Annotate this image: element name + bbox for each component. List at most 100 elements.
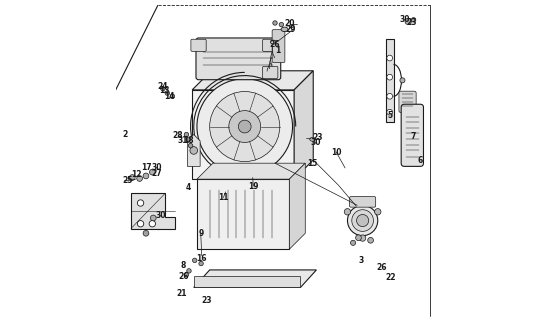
Circle shape: [137, 176, 142, 181]
Circle shape: [411, 18, 416, 22]
Polygon shape: [194, 276, 300, 287]
FancyBboxPatch shape: [272, 30, 285, 62]
Text: 21: 21: [177, 289, 187, 298]
FancyBboxPatch shape: [262, 66, 278, 78]
Text: 13: 13: [159, 86, 169, 95]
FancyBboxPatch shape: [262, 39, 278, 51]
Text: 29: 29: [285, 25, 295, 34]
Circle shape: [165, 91, 169, 95]
Circle shape: [192, 258, 197, 263]
Polygon shape: [194, 270, 316, 287]
Text: 24: 24: [158, 82, 168, 91]
Text: 17: 17: [141, 164, 152, 172]
Ellipse shape: [356, 214, 369, 227]
Polygon shape: [197, 179, 289, 249]
Text: 22: 22: [385, 273, 395, 282]
Circle shape: [360, 235, 366, 241]
Circle shape: [184, 132, 189, 137]
Text: 5: 5: [387, 111, 392, 120]
Text: 11: 11: [218, 193, 229, 202]
Text: 6: 6: [417, 156, 423, 164]
Ellipse shape: [197, 79, 293, 174]
Polygon shape: [192, 90, 294, 179]
Circle shape: [387, 93, 393, 99]
Circle shape: [387, 55, 393, 61]
Text: 4: 4: [186, 183, 191, 192]
Ellipse shape: [210, 92, 280, 162]
FancyBboxPatch shape: [191, 39, 206, 51]
Text: 12: 12: [131, 170, 142, 179]
Text: 30: 30: [400, 15, 410, 24]
Ellipse shape: [289, 25, 294, 28]
Circle shape: [150, 215, 156, 221]
Circle shape: [387, 109, 393, 115]
Text: 25: 25: [123, 176, 133, 185]
Circle shape: [143, 173, 149, 179]
Circle shape: [184, 272, 189, 277]
Circle shape: [279, 22, 284, 27]
Text: 2: 2: [122, 130, 127, 139]
Text: 28: 28: [173, 131, 184, 140]
Text: 15: 15: [307, 159, 317, 168]
Text: 3: 3: [359, 256, 364, 265]
Text: 30: 30: [156, 211, 166, 220]
Circle shape: [387, 74, 393, 80]
Circle shape: [187, 269, 191, 273]
Text: 23: 23: [406, 19, 416, 28]
Text: 16: 16: [196, 254, 206, 263]
Text: 19: 19: [248, 182, 258, 191]
Text: 30: 30: [311, 138, 321, 147]
Circle shape: [150, 169, 155, 175]
FancyBboxPatch shape: [196, 38, 280, 80]
Circle shape: [188, 143, 193, 148]
Text: 26: 26: [178, 272, 189, 281]
Ellipse shape: [352, 210, 373, 231]
Ellipse shape: [310, 137, 316, 141]
Text: 31: 31: [178, 136, 189, 145]
Text: 8: 8: [181, 261, 186, 270]
Circle shape: [344, 209, 351, 215]
Polygon shape: [197, 163, 305, 179]
Circle shape: [273, 21, 277, 25]
FancyBboxPatch shape: [401, 104, 424, 166]
Circle shape: [138, 200, 144, 206]
Text: 23: 23: [201, 296, 212, 305]
Ellipse shape: [238, 120, 251, 133]
Text: 14: 14: [164, 92, 174, 101]
Circle shape: [161, 86, 165, 91]
Circle shape: [199, 261, 204, 266]
Text: 10: 10: [331, 148, 342, 156]
Polygon shape: [294, 71, 313, 179]
Ellipse shape: [271, 40, 276, 44]
FancyBboxPatch shape: [399, 91, 416, 113]
Text: 27: 27: [151, 169, 162, 178]
Text: 23: 23: [313, 133, 323, 142]
Ellipse shape: [281, 27, 288, 32]
Circle shape: [190, 147, 197, 154]
Circle shape: [405, 18, 411, 25]
Polygon shape: [386, 39, 393, 122]
Text: 7: 7: [411, 132, 416, 140]
Text: 26: 26: [269, 40, 279, 49]
Polygon shape: [289, 163, 305, 249]
Text: 26: 26: [377, 263, 387, 272]
Text: 18: 18: [183, 136, 194, 145]
Circle shape: [170, 94, 175, 99]
Text: 30: 30: [151, 163, 162, 172]
Ellipse shape: [348, 205, 378, 236]
FancyBboxPatch shape: [350, 197, 376, 207]
Circle shape: [375, 209, 381, 215]
Text: 1: 1: [276, 45, 281, 55]
Text: 20: 20: [284, 19, 295, 28]
Polygon shape: [131, 194, 175, 228]
Circle shape: [143, 230, 149, 236]
Circle shape: [368, 237, 373, 243]
Polygon shape: [188, 134, 200, 166]
Polygon shape: [192, 71, 314, 90]
Ellipse shape: [229, 111, 261, 142]
Circle shape: [350, 240, 356, 245]
Circle shape: [356, 235, 361, 241]
Circle shape: [149, 220, 156, 227]
Circle shape: [138, 220, 144, 227]
Circle shape: [129, 175, 135, 180]
